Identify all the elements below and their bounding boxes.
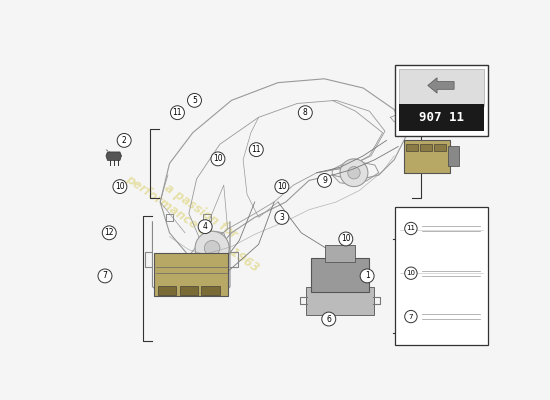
Circle shape [117,134,131,147]
Circle shape [205,240,220,256]
FancyBboxPatch shape [406,144,419,151]
Circle shape [211,152,225,166]
Circle shape [348,166,360,179]
Circle shape [113,180,127,194]
Circle shape [198,220,212,234]
Circle shape [188,94,201,107]
Text: 10: 10 [341,234,351,244]
Text: 11: 11 [406,226,415,232]
Text: 4: 4 [203,222,207,231]
Text: 10: 10 [115,182,125,191]
Polygon shape [106,152,122,160]
Text: a passion for
performance since 1963: a passion for performance since 1963 [123,160,270,275]
FancyBboxPatch shape [395,65,488,136]
FancyBboxPatch shape [311,258,368,292]
FancyBboxPatch shape [399,69,484,106]
FancyBboxPatch shape [158,286,177,295]
Circle shape [427,105,436,114]
Circle shape [405,222,417,235]
Text: 11: 11 [251,145,261,154]
Polygon shape [428,78,454,93]
Text: 12: 12 [104,228,114,237]
Text: 3: 3 [279,213,284,222]
Text: 5: 5 [192,96,197,105]
Circle shape [98,269,112,283]
FancyBboxPatch shape [179,286,198,295]
FancyBboxPatch shape [154,253,228,296]
Circle shape [170,106,184,120]
Circle shape [275,180,289,194]
Text: 2: 2 [122,136,126,145]
Text: 907 11: 907 11 [419,111,464,124]
Circle shape [102,226,116,240]
Polygon shape [414,96,447,123]
Circle shape [339,232,353,246]
Text: 10: 10 [277,182,287,191]
Text: 7: 7 [102,272,107,280]
Circle shape [340,159,368,186]
FancyBboxPatch shape [306,288,374,315]
FancyBboxPatch shape [420,144,432,151]
FancyBboxPatch shape [325,245,355,262]
Text: 10: 10 [213,154,223,163]
Circle shape [298,106,312,120]
Text: 9: 9 [322,176,327,185]
Circle shape [195,231,229,265]
Circle shape [360,269,374,283]
Text: 10: 10 [406,270,415,276]
Circle shape [322,312,336,326]
Text: 1: 1 [365,272,370,280]
FancyBboxPatch shape [395,207,488,345]
Circle shape [317,174,332,187]
FancyBboxPatch shape [434,144,446,151]
Circle shape [405,310,417,323]
Text: 11: 11 [173,108,182,117]
Text: 7: 7 [409,314,413,320]
Circle shape [405,267,417,279]
FancyBboxPatch shape [448,146,459,166]
FancyBboxPatch shape [399,104,484,131]
Text: 6: 6 [326,314,331,324]
Circle shape [275,210,289,224]
Circle shape [249,143,263,156]
Text: 8: 8 [303,108,307,117]
FancyBboxPatch shape [404,140,450,173]
FancyBboxPatch shape [201,286,220,295]
